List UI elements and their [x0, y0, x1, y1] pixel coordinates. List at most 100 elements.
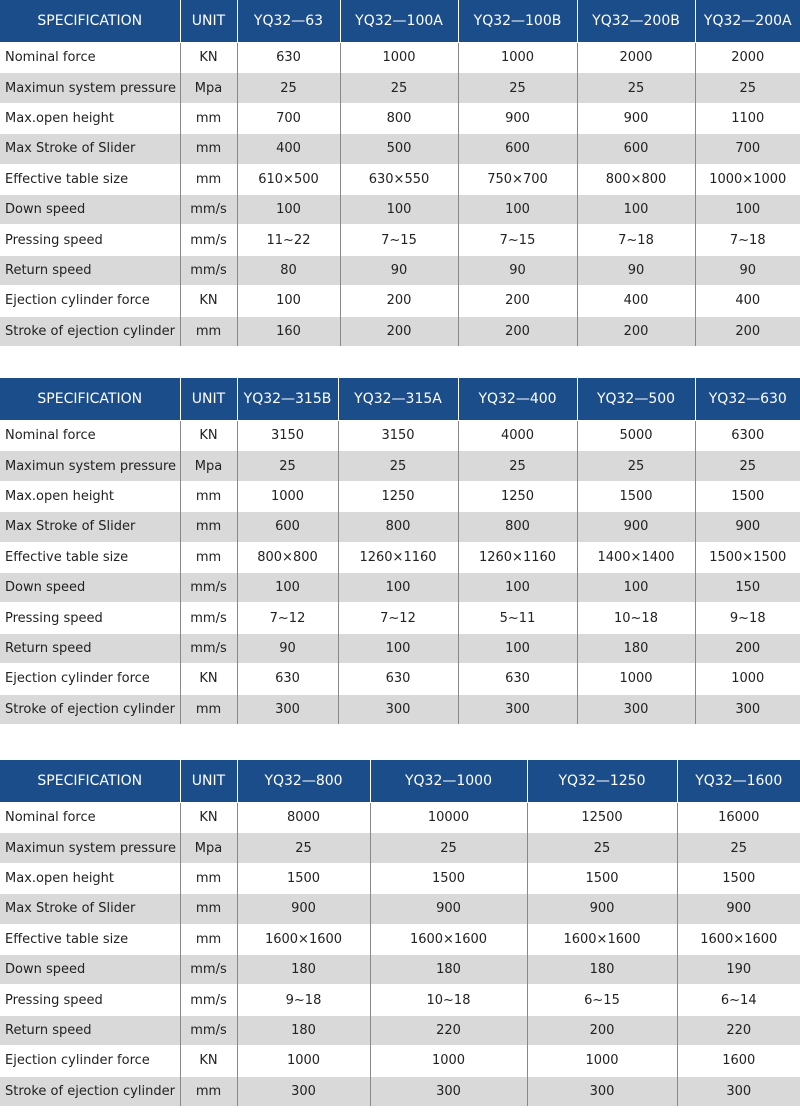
cell: 25 — [369, 832, 527, 864]
cell: 4000 — [457, 419, 577, 451]
cell: 7~15 — [457, 224, 577, 256]
cell: 7~12 — [337, 602, 458, 634]
cell: 600 — [236, 511, 338, 543]
cell: 2000 — [694, 41, 800, 73]
row-label: Max Stroke of Slider — [0, 133, 180, 165]
cell: 800 — [457, 511, 577, 543]
cell: mm — [179, 511, 237, 543]
cell: mm — [179, 541, 237, 573]
cell: 3150 — [337, 419, 458, 451]
cell: mm — [179, 923, 237, 955]
cell: 25 — [526, 832, 677, 864]
header-cell: YQ32—315B — [236, 378, 338, 421]
cell: KN — [179, 663, 237, 695]
cell: 630 — [337, 663, 458, 695]
row-label: Effective table size — [0, 541, 180, 573]
cell: 630 — [236, 663, 338, 695]
cell: 180 — [526, 953, 677, 985]
cell: 900 — [694, 511, 800, 543]
cell: 1000 — [339, 41, 458, 73]
row-label: Stroke of ejection cylinder — [0, 1075, 180, 1106]
row-label: Effective table size — [0, 923, 180, 955]
cell: 1000 — [694, 663, 800, 695]
cell: mm — [179, 862, 237, 894]
cell: mm/s — [179, 984, 237, 1016]
cell: 300 — [526, 1075, 677, 1106]
header-cell: YQ32—100A — [339, 0, 458, 43]
cell: 1250 — [337, 480, 458, 512]
cell: 1000 — [236, 480, 338, 512]
cell: 400 — [236, 133, 340, 165]
data-row: Nominal force KN 8000 10000 12500 16000 — [0, 801, 800, 833]
row-label: Nominal force — [0, 41, 180, 73]
cell: 12500 — [526, 801, 677, 833]
cell: 1600×1600 — [369, 923, 527, 955]
spec-table: SPECIFICATION UNIT YQ32—800 YQ32—1000 YQ32—1… — [0, 760, 800, 1106]
data-row: Maximun system pressure Mpa 25 25 25 25 25 — [0, 450, 800, 482]
cell: 100 — [339, 193, 458, 225]
data-row: Max Stroke of Slider mm 400 500 600 600 700 — [0, 133, 800, 165]
header-cell: UNIT — [179, 760, 237, 803]
cell: 750×700 — [457, 163, 577, 195]
row-label: Return speed — [0, 632, 180, 664]
cell: 100 — [576, 193, 695, 225]
row-label: Stroke of ejection cylinder — [0, 693, 180, 724]
cell: 1500 — [369, 862, 527, 894]
cell: 600 — [576, 133, 695, 165]
row-label: Down speed — [0, 953, 180, 985]
cell: 1000 — [457, 41, 577, 73]
cell: mm — [179, 693, 237, 724]
cell: 7~18 — [694, 224, 800, 256]
cell: 200 — [526, 1014, 677, 1046]
cell: 160 — [236, 315, 340, 346]
cell: 800×800 — [576, 163, 695, 195]
row-label: Max Stroke of Slider — [0, 511, 180, 543]
cell: 1600×1600 — [676, 923, 800, 955]
cell: mm — [179, 163, 237, 195]
cell: KN — [179, 285, 237, 317]
cell: 300 — [694, 693, 800, 724]
row-label: Stroke of ejection cylinder — [0, 315, 180, 346]
cell: 100 — [457, 193, 577, 225]
cell: 1260×1160 — [457, 541, 577, 573]
cell: 900 — [576, 102, 695, 134]
cell: 200 — [339, 315, 458, 346]
cell: 25 — [576, 450, 695, 482]
cell: 1600×1600 — [526, 923, 677, 955]
cell: 220 — [369, 1014, 527, 1046]
data-row: Ejection cylinder force KN 100 200 200 400 400 — [0, 285, 800, 317]
cell: Mpa — [179, 72, 237, 104]
cell: 300 — [676, 1075, 800, 1106]
cell: 100 — [457, 571, 577, 603]
cell: 1100 — [694, 102, 800, 134]
cell: 200 — [457, 315, 577, 346]
row-label: Effective table size — [0, 163, 180, 195]
cell: 300 — [337, 693, 458, 724]
cell: 10~18 — [369, 984, 527, 1016]
row-label: Maximun system pressure — [0, 72, 180, 104]
data-row: Ejection cylinder force KN 1000 1000 1000 160… — [0, 1045, 800, 1077]
cell: 900 — [236, 893, 370, 925]
data-row: Nominal force KN 3150 3150 4000 5000 6300 — [0, 419, 800, 451]
header-row: SPECIFICATION UNIT YQ32—63 YQ32—100A YQ32—10… — [0, 0, 800, 43]
header-cell: YQ32—200A — [694, 0, 800, 43]
cell: mm — [179, 133, 237, 165]
cell: 630 — [236, 41, 340, 73]
cell: 180 — [236, 953, 370, 985]
row-label: Pressing speed — [0, 984, 180, 1016]
cell: mm — [179, 1075, 237, 1106]
cell: 300 — [457, 693, 577, 724]
cell: mm/s — [179, 632, 237, 664]
data-row: Max Stroke of Slider mm 900 900 900 900 — [0, 893, 800, 925]
cell: 100 — [576, 571, 695, 603]
data-row: Down speed mm/s 180 180 180 190 — [0, 953, 800, 985]
header-cell: YQ32—200B — [576, 0, 695, 43]
cell: 100 — [457, 632, 577, 664]
cell: 400 — [694, 285, 800, 317]
cell: 7~15 — [339, 224, 458, 256]
cell: mm/s — [179, 254, 237, 286]
cell: 1500×1500 — [694, 541, 800, 573]
cell: Mpa — [179, 450, 237, 482]
cell: 180 — [236, 1014, 370, 1046]
row-label: Max.open height — [0, 102, 180, 134]
